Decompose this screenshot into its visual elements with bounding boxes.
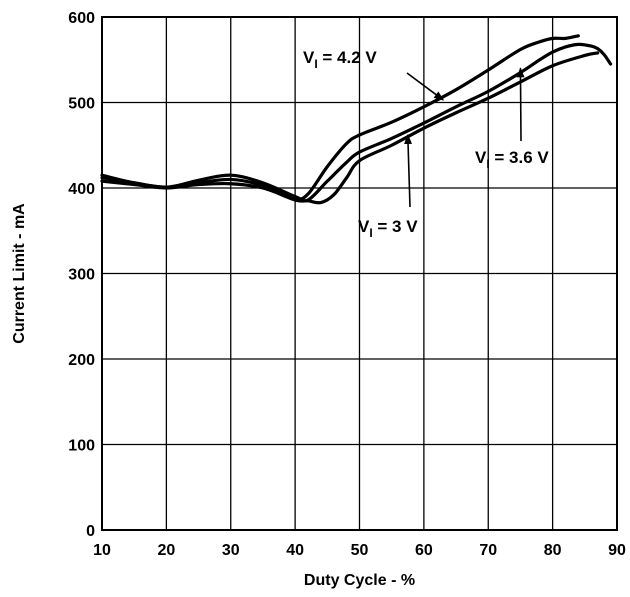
- series-line-3: [100, 51, 600, 205]
- y-tick-label: 0: [86, 523, 95, 540]
- annotation-arrow: [404, 133, 413, 208]
- annotation-label: VI = 3.6 V: [475, 148, 549, 171]
- plot-frame: [101, 16, 618, 531]
- annotation-arrow: [406, 72, 444, 101]
- x-tick-label: 30: [222, 542, 240, 559]
- x-tick-label: 90: [608, 542, 626, 559]
- annotation-label: VI = 4.2 V: [303, 48, 377, 71]
- series-group: [100, 34, 613, 205]
- y-tick-label: 200: [68, 352, 95, 369]
- y-tick-labels: 0 100 200 300 400 500 600: [68, 10, 95, 540]
- annotations: VI = 4.2 V VI = 3.6 V VI = 3 V: [303, 48, 549, 240]
- annotation-arrow: [516, 67, 525, 142]
- grid: [101, 16, 618, 531]
- annotation-2: VI = 3.6 V: [475, 67, 549, 171]
- x-tick-label: 70: [479, 542, 497, 559]
- annotation-3: VI = 3 V: [358, 133, 418, 240]
- x-tick-label: 80: [544, 542, 562, 559]
- x-axis-title: Duty Cycle - %: [304, 572, 415, 589]
- y-tick-label: 500: [68, 96, 95, 113]
- series-line-2: [100, 42, 613, 203]
- annotation-1: VI = 4.2 V: [303, 48, 444, 101]
- x-tick-label: 20: [157, 542, 175, 559]
- x-tick-label: 50: [351, 542, 369, 559]
- x-tick-label: 60: [415, 542, 433, 559]
- annotation-label: VI = 3 V: [358, 217, 418, 240]
- x-tick-label: 10: [93, 542, 111, 559]
- series-line-1: [100, 34, 580, 201]
- y-axis-title: Current Limit - mA: [11, 203, 28, 344]
- y-tick-label: 100: [68, 438, 95, 455]
- x-tick-label: 40: [286, 542, 304, 559]
- y-tick-label: 400: [68, 181, 95, 198]
- y-tick-label: 300: [68, 267, 95, 284]
- y-tick-label: 600: [68, 10, 95, 27]
- x-tick-labels: 10 20 30 40 50 60 70 80 90: [93, 542, 626, 559]
